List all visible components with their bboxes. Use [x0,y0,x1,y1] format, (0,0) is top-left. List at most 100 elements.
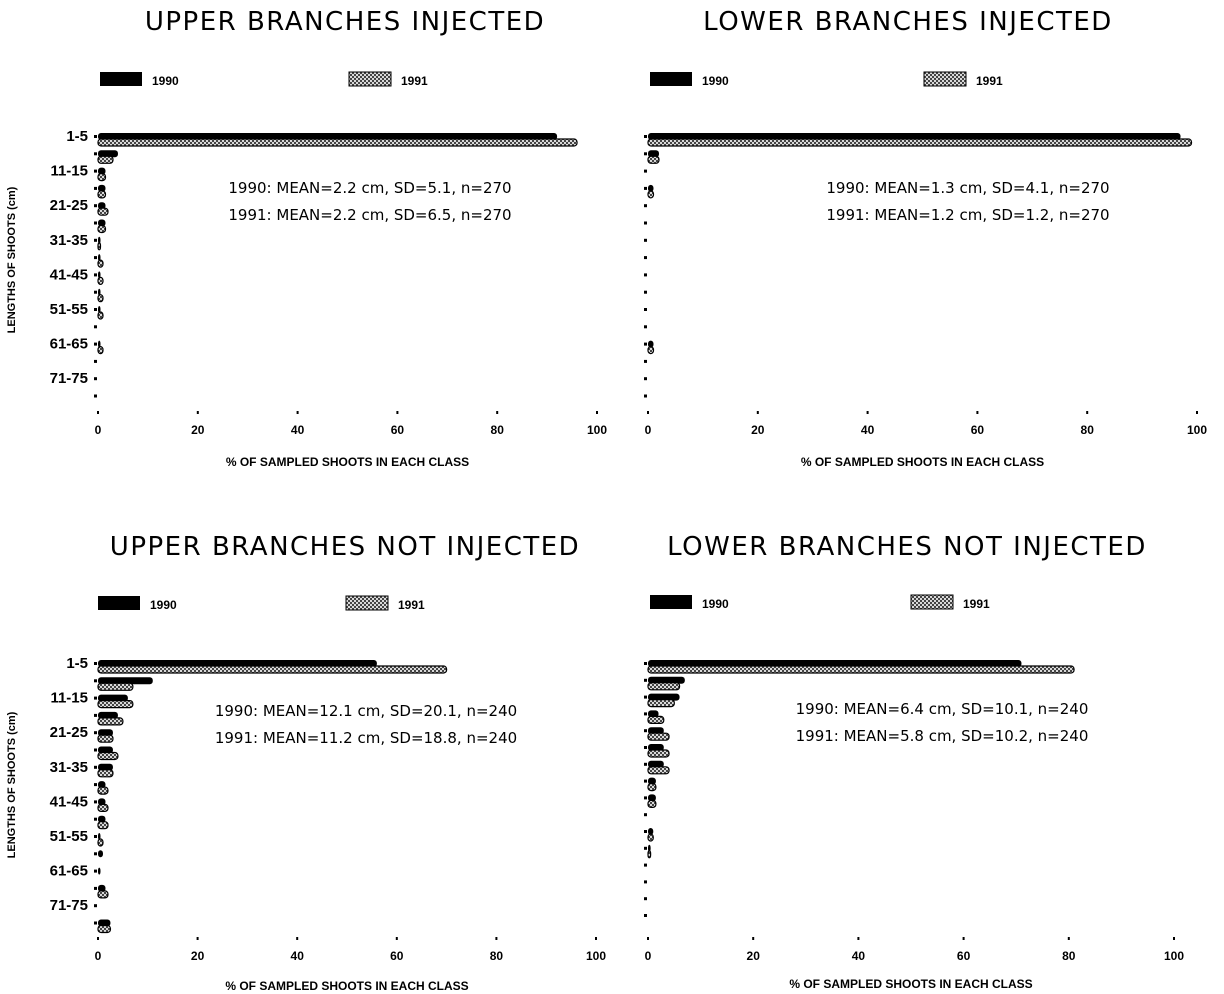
y-axis-tick [644,897,647,901]
bar-1991 [647,138,1193,147]
y-tick-label: 1-5 [66,128,88,145]
y-axis-tick [94,308,97,311]
y-axis-tick [94,342,97,346]
legend-label-1991: 1991 [976,74,1003,88]
bar-1990 [98,150,118,158]
y-axis-tick [94,152,97,156]
y-axis-tick [94,359,97,363]
bar-1991 [97,821,109,830]
bar-1990 [98,254,101,262]
legend-label-1991: 1991 [401,74,428,88]
bar-1990 [648,693,680,701]
x-axis-tick [395,937,398,940]
bar-1990 [98,288,101,296]
x-tick-label: 100 [1187,423,1207,437]
x-tick-label: 100 [1164,949,1184,963]
y-axis-tick [94,204,97,208]
y-axis-tick [644,678,647,682]
stats-annotation: 1991: MEAN=5.8 cm, SD=10.2, n=240 [796,727,1089,745]
bar-1990 [98,184,106,192]
x-tick-label: 80 [490,949,504,963]
y-tick-label: 21-25 [50,197,88,214]
legend-swatch-1991 [348,71,392,87]
x-tick-label: 80 [1062,949,1076,963]
bar-1990 [98,660,377,667]
chart-title: UPPER BRANCHES INJECTED [145,7,545,37]
bar-1991 [647,190,655,199]
x-axis-label: % OF SAMPLED SHOOTS IN EACH CLASS [789,977,1032,991]
y-axis-tick [644,813,647,817]
y-tick-label: 51-55 [50,301,88,318]
bar-1991 [97,682,134,691]
stats-annotation: 1990: MEAN=1.3 cm, SD=4.1, n=270 [826,179,1109,197]
stats-annotation: 1990: MEAN=12.1 cm, SD=20.1, n=240 [215,702,517,720]
y-axis-tick [644,377,647,381]
legend-label-1990: 1990 [702,74,729,88]
x-axis-label: % OF SAMPLED SHOOTS IN EACH CLASS [226,455,469,469]
y-axis-tick [94,800,97,804]
chart-title: LOWER BRANCHES INJECTED [703,7,1113,37]
bar-1990 [648,710,659,718]
bar-1990 [98,746,113,754]
x-axis-tick [1067,937,1070,940]
x-tick-label: 80 [491,423,505,437]
x-axis-tick [97,411,99,414]
bar-1990 [98,833,101,840]
y-axis-tick [644,186,647,190]
x-tick-label: 60 [390,949,404,963]
bar-1991 [97,294,104,303]
x-axis-tick [647,937,649,940]
y-axis-tick [94,662,97,665]
bar-1990 [648,727,664,735]
bar-1990 [648,794,656,802]
y-axis-tick [644,204,647,208]
bar-1991 [647,715,665,725]
bar-1991 [97,346,104,355]
bar-1990 [98,867,101,875]
bar-1990 [98,167,106,175]
legend-swatch-1990 [650,72,692,86]
bar-1990 [98,919,111,927]
x-tick-label: 80 [1081,423,1095,437]
bar-1990 [98,711,118,719]
x-tick-label: 0 [645,949,652,963]
y-axis-tick [94,886,97,890]
bar-1990 [648,844,651,852]
x-axis-tick [296,937,299,940]
x-axis-tick [752,937,755,940]
x-tick-label: 100 [587,423,607,437]
y-axis-tick [644,394,647,398]
x-axis-tick [296,411,299,414]
y-axis-tick [644,325,647,329]
chart-title: LOWER BRANCHES NOT INJECTED [667,532,1147,562]
bar-1990 [648,760,664,768]
x-axis-tick [857,937,860,940]
bar-1991 [97,924,112,934]
y-axis-tick [94,748,97,752]
bar-1991 [647,665,1075,674]
x-tick-label: 60 [391,423,405,437]
y-axis-tick [94,256,97,260]
x-axis-tick [496,411,499,414]
bar-1990 [648,676,685,684]
bar-1990 [98,236,101,244]
x-tick-label: 20 [751,423,765,437]
y-axis-tick [644,830,647,833]
x-tick-label: 20 [747,949,761,963]
x-axis-tick [97,937,99,940]
y-axis-tick [644,290,647,294]
bar-1991 [97,665,448,674]
y-axis-tick [644,221,647,225]
y-axis-tick [644,169,647,173]
bar-1990 [648,744,664,751]
bar-1991 [647,698,675,708]
y-axis-tick [644,729,647,733]
y-axis-tick [94,290,97,294]
y-axis-tick [94,921,97,925]
stats-annotation: 1990: MEAN=6.4 cm, SD=10.1, n=240 [796,700,1089,718]
x-axis-tick [196,937,199,940]
x-axis-tick [595,937,597,940]
bar-1990 [648,184,654,192]
bar-1991 [647,766,670,775]
